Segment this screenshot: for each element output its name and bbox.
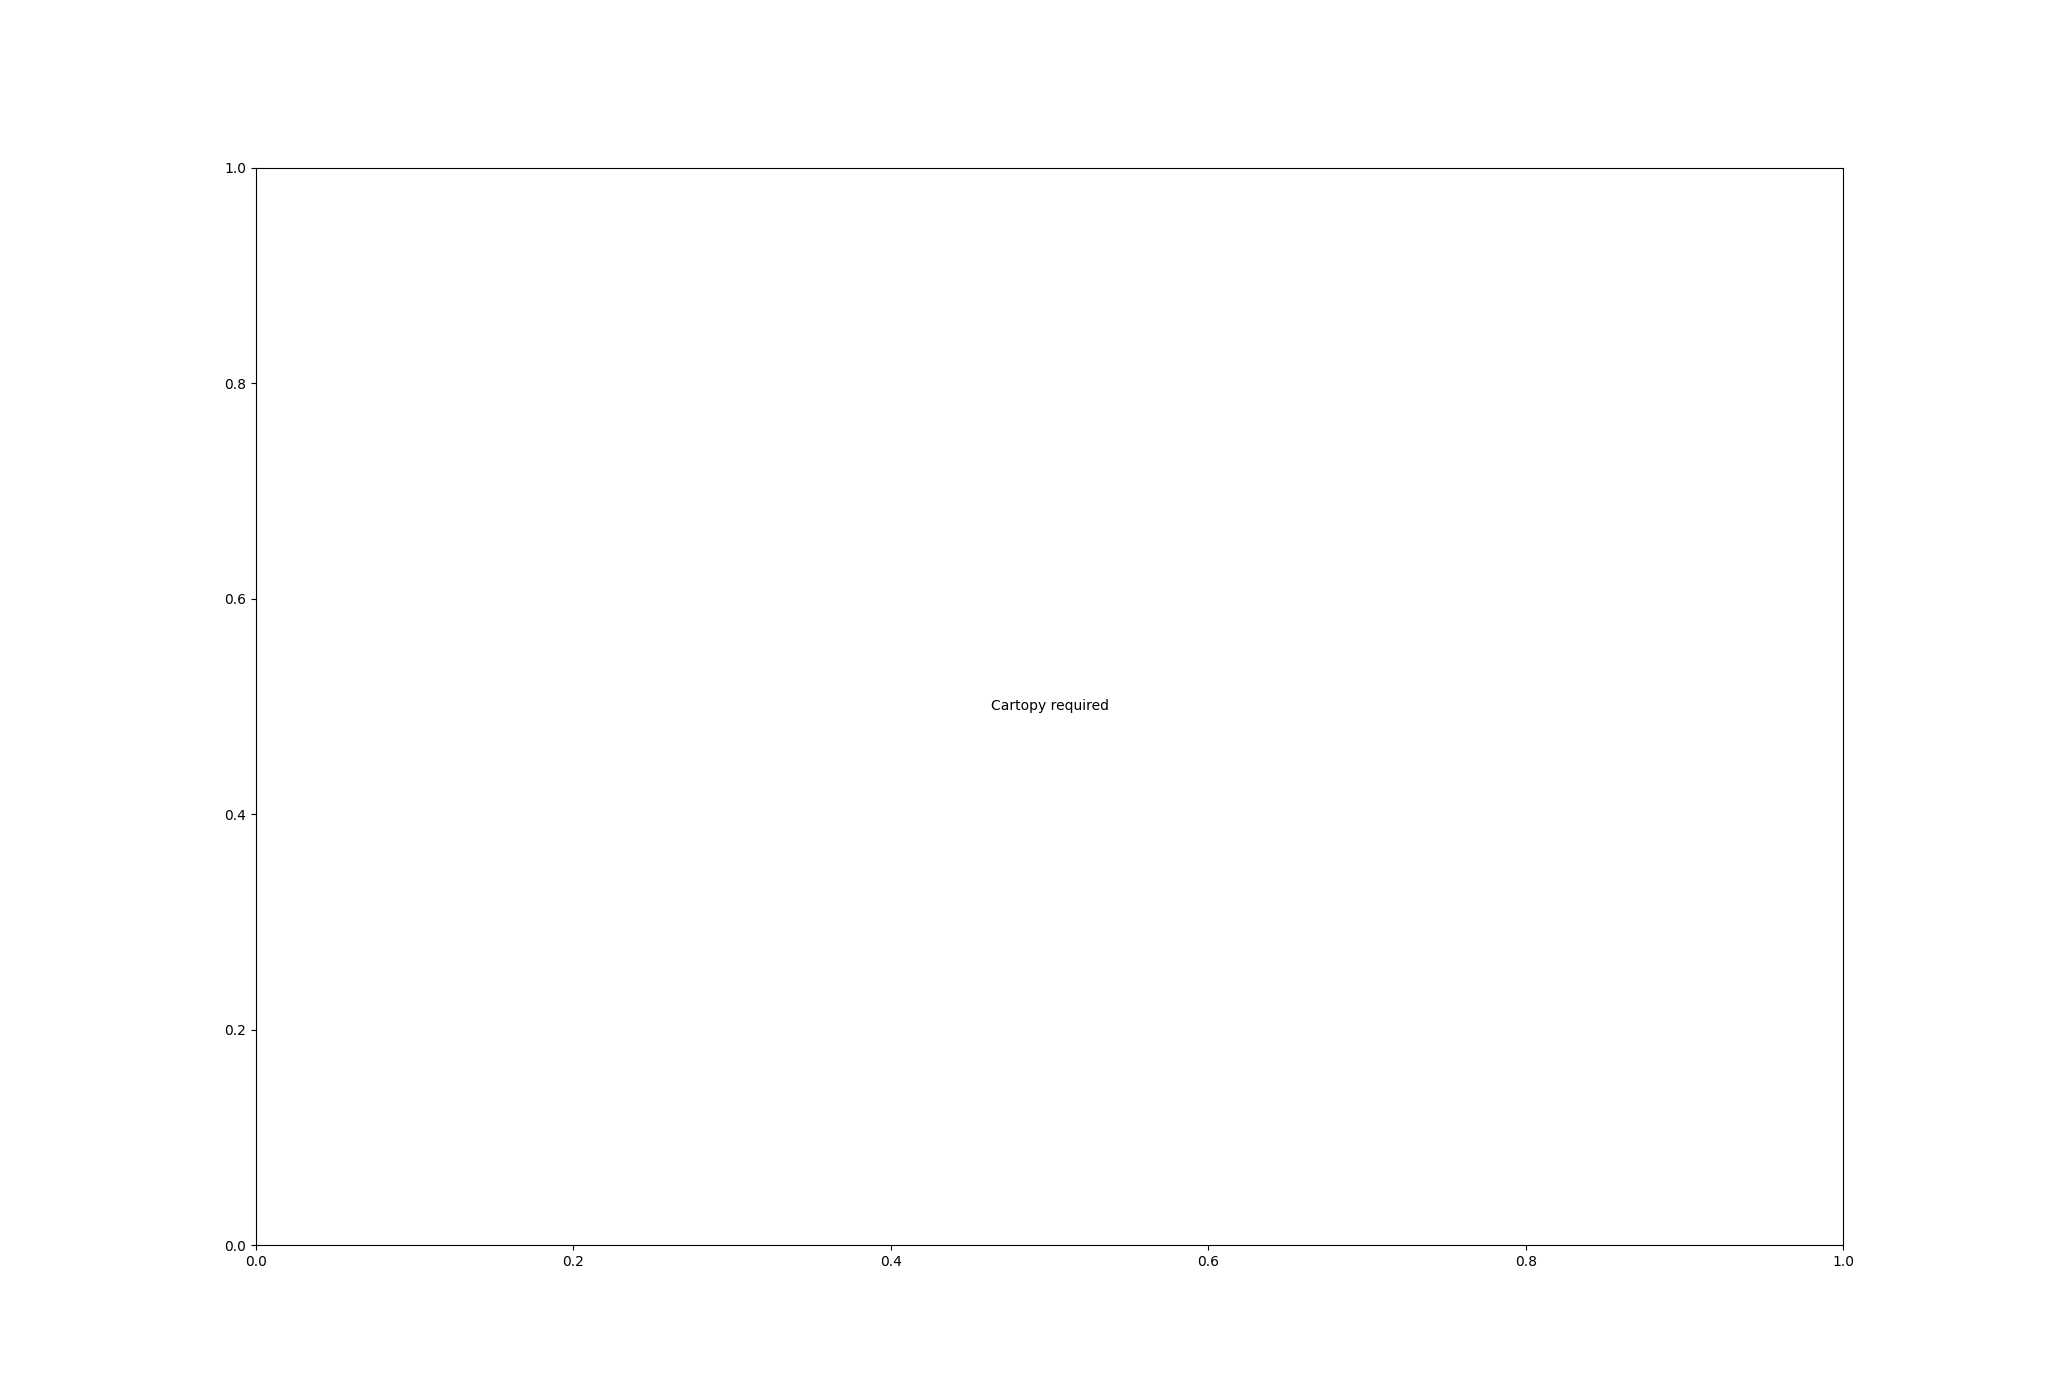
Text: Cartopy required: Cartopy required [991,700,1108,713]
